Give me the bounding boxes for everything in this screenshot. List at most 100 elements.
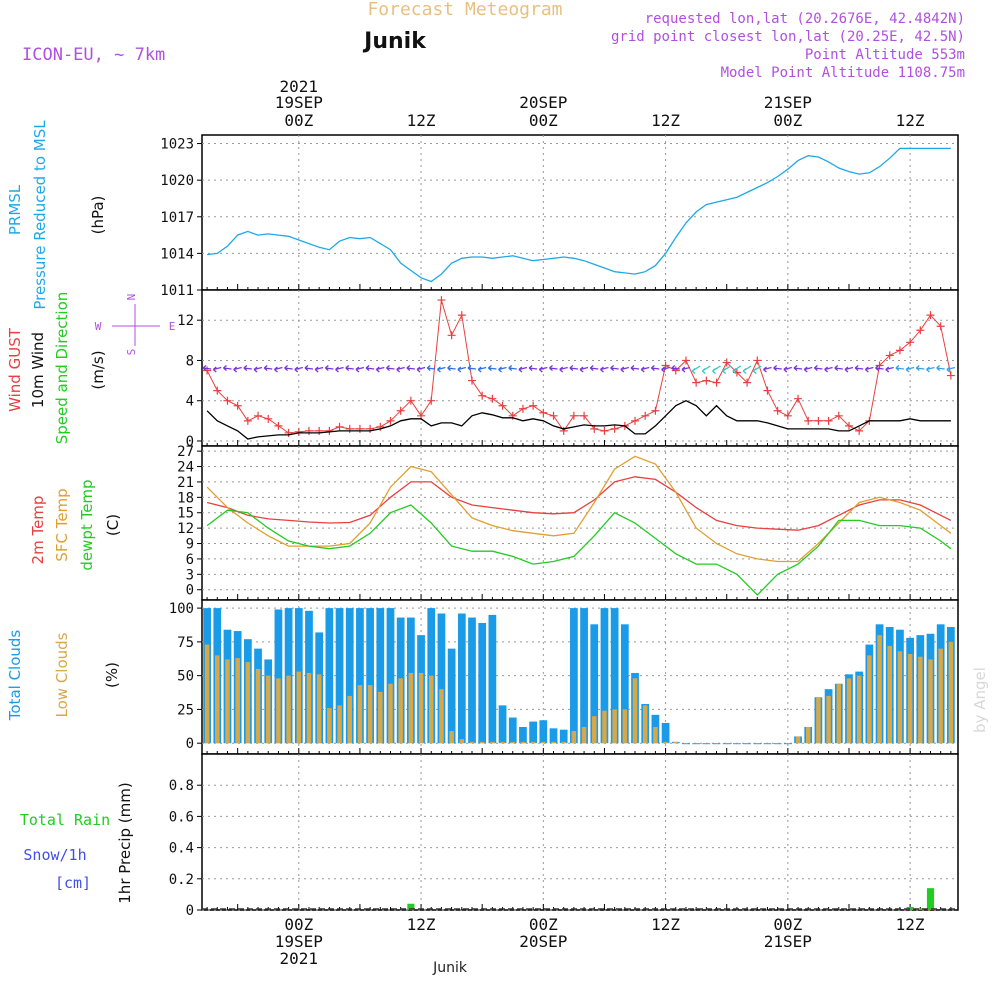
gust-marker (213, 386, 222, 395)
wind-direction-arrow (498, 366, 507, 373)
top-time-hour: 12Z (896, 111, 925, 130)
gust-marker (488, 394, 497, 403)
low-clouds-bar (357, 685, 363, 744)
clouds-ytick-label: 25 (177, 702, 194, 718)
wind-direction-arrow (467, 365, 477, 372)
gust-marker (844, 421, 853, 430)
wind-direction-arrow (335, 366, 344, 373)
temp-2m-line (206, 476, 952, 531)
low-clouds-bar (714, 743, 719, 744)
wind-direction-arrow (895, 365, 905, 372)
plot-area: 1011101410171020102304812036912151821242… (160, 77, 959, 968)
total-clouds-bar (478, 622, 487, 744)
gust-marker (783, 411, 792, 420)
total-clouds-bar (519, 726, 527, 744)
gust-marker (427, 396, 436, 405)
pressure-ytick-label: 1011 (160, 283, 194, 299)
bottom-time-hour: 00Z (284, 915, 313, 934)
low-clouds-bar (918, 656, 923, 744)
gust-marker (386, 416, 395, 425)
total-clouds-bar (570, 608, 578, 744)
clouds-ytick-label: 50 (177, 669, 194, 685)
wind-direction-arrow (294, 366, 303, 373)
wind-direction-arrow (630, 365, 640, 372)
low-clouds-bar (755, 743, 760, 744)
total-clouds-bar (356, 608, 364, 744)
precip-panel-frame (201, 753, 959, 911)
total-clouds-bar (600, 608, 609, 744)
wind-direction-arrow (783, 366, 793, 373)
bottom-time-date: 20SEP (519, 932, 567, 951)
top-time-hour: 12Z (651, 111, 680, 130)
temp-ytick-label: 12 (177, 521, 194, 537)
low-clouds-bar (510, 741, 515, 744)
low-clouds-bar (907, 654, 913, 744)
gust-marker (549, 411, 558, 420)
gust-marker (773, 406, 782, 415)
wind-direction-arrow (936, 365, 945, 372)
low-clouds-bar (459, 739, 465, 744)
low-clouds-bar (785, 743, 791, 744)
wind-dir-label: Speed and Direction (53, 292, 71, 445)
total-clouds-bar (325, 608, 334, 744)
low-clouds-bar (734, 743, 740, 744)
temp-sfc-line (206, 455, 952, 563)
gust-marker (447, 331, 456, 340)
wind-ytick-label: 8 (186, 353, 194, 369)
watermark: by Angel (971, 667, 989, 733)
gust-marker (681, 356, 690, 365)
gust-marker (580, 411, 589, 420)
gust-marker (824, 416, 833, 425)
temp-ytick-label: 9 (186, 537, 194, 553)
temp-ytick-label: 6 (186, 552, 194, 568)
wind-direction-arrow (396, 366, 405, 373)
total-clouds-bar (539, 720, 548, 744)
clouds-ytick-label: 75 (177, 635, 194, 651)
low-clouds-bar (826, 695, 831, 744)
wind-direction-arrow (864, 366, 874, 373)
low-clouds-bar (704, 743, 709, 744)
gust-marker (692, 378, 701, 387)
wind-direction-arrow (426, 365, 436, 372)
wind-direction-arrow (416, 366, 426, 373)
wind-direction-arrow (559, 366, 568, 373)
wind-ytick-label: 0 (186, 434, 194, 450)
low-clouds-bar (673, 741, 679, 744)
gust-marker (396, 406, 405, 415)
low-clouds-bar (744, 743, 750, 744)
wind-direction-arrow (712, 365, 721, 375)
wind-direction-arrow (386, 365, 395, 372)
gust-marker (335, 422, 344, 431)
low-clouds-bar (938, 648, 943, 744)
gust-marker (946, 371, 955, 380)
temp-ytick-label: 27 (177, 444, 194, 460)
precip-unit: 1hr Precip (mm) (116, 782, 134, 903)
clouds-ytick-label: 0 (186, 736, 194, 752)
precip-cm-label: [cm] (55, 874, 91, 892)
gust-marker (834, 411, 843, 420)
wind-direction-arrow (793, 365, 803, 372)
total-clouds-bar (488, 614, 497, 744)
total-clouds-bar (376, 608, 385, 744)
gust-marker (610, 424, 619, 433)
low-clouds-bar (632, 678, 638, 744)
temp-ytick-label: 0 (186, 583, 194, 599)
low-clouds-bar (551, 741, 556, 744)
wind-direction-arrow (926, 366, 935, 373)
low-clouds-bar (296, 671, 302, 744)
wind-direction-arrow (752, 365, 762, 375)
gust-marker (366, 424, 375, 433)
wind-direction-arrow (691, 365, 701, 375)
wind-direction-arrow (375, 366, 385, 373)
gust-marker (315, 426, 324, 435)
low-clouds-bar (398, 678, 403, 744)
low-clouds-bar (469, 741, 475, 744)
low-clouds-bar (795, 736, 801, 744)
low-clouds-bar (816, 697, 821, 744)
temp-dew-label: dewpt Temp (78, 479, 96, 570)
total-clouds-bar (366, 608, 374, 744)
wind-direction-arrow (569, 365, 578, 372)
compass-w: W (95, 320, 102, 333)
temp-unit: (C) (104, 514, 122, 536)
wind-direction-arrow (824, 366, 833, 373)
